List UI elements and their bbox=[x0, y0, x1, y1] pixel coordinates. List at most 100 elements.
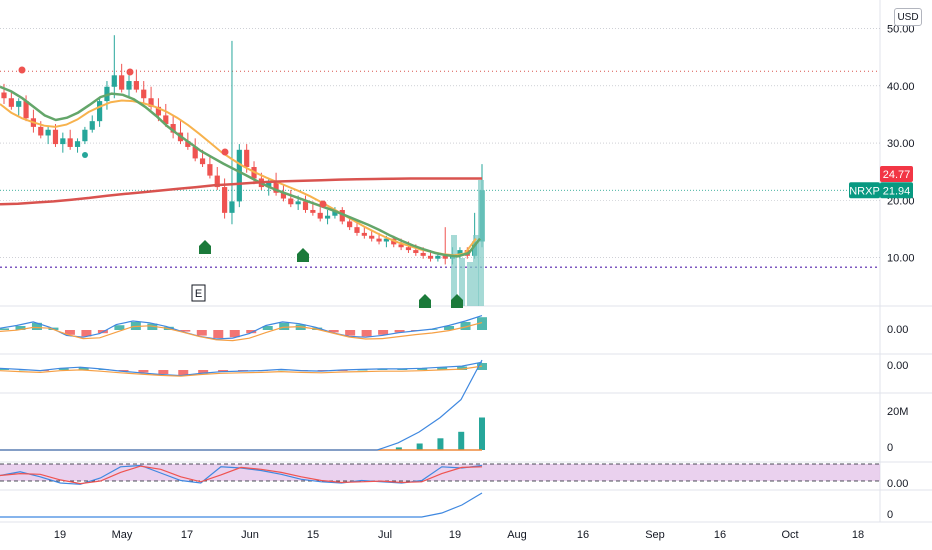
price-tick-label: 20.00 bbox=[887, 195, 915, 207]
pane-tick-label: 20M bbox=[887, 406, 908, 418]
momentum-bar bbox=[198, 370, 209, 373]
momentum-line bbox=[0, 361, 483, 377]
earnings-marker-label: E bbox=[195, 288, 202, 300]
candle-body bbox=[369, 235, 375, 239]
candle-body bbox=[8, 98, 14, 107]
volume-overlay-bar bbox=[467, 262, 473, 306]
high-price-badge-label: 24.77 bbox=[883, 169, 911, 181]
symbol-badge-label: NRXP bbox=[849, 185, 880, 197]
candle-body bbox=[192, 146, 198, 159]
macd-histogram-bar bbox=[262, 326, 273, 330]
volume-bar bbox=[416, 443, 423, 450]
candle-body bbox=[207, 164, 213, 176]
sell-signal-pin bbox=[221, 148, 229, 156]
sell-signal-pin bbox=[319, 200, 327, 208]
last-price-badge-label: 21.94 bbox=[883, 185, 911, 197]
momentum-bar bbox=[357, 369, 368, 371]
volume-overlay-bar bbox=[459, 258, 465, 306]
signal-line bbox=[0, 322, 483, 342]
price-tick-label: 10.00 bbox=[887, 253, 915, 265]
candle-body bbox=[126, 81, 132, 90]
candle-body bbox=[133, 81, 139, 90]
time-tick-label: Jun bbox=[241, 529, 259, 541]
ma-mid-line bbox=[0, 85, 481, 258]
signal-dot bbox=[82, 152, 88, 158]
candle-body bbox=[266, 181, 272, 188]
candle-body bbox=[413, 250, 419, 253]
macd-histogram-bar bbox=[114, 325, 125, 330]
symbol-badge-bg bbox=[849, 182, 880, 199]
time-tick-label: 16 bbox=[577, 529, 589, 541]
candle-body bbox=[23, 101, 29, 119]
macd-histogram-bar bbox=[378, 330, 389, 335]
macd-histogram-bar bbox=[361, 330, 372, 337]
candle-body bbox=[376, 238, 382, 242]
momentum-bar bbox=[437, 367, 448, 370]
macd-histogram-bar bbox=[213, 330, 224, 338]
macd-histogram-bar bbox=[15, 326, 26, 330]
candle-body bbox=[52, 129, 59, 145]
macd-histogram-bar bbox=[444, 326, 455, 330]
time-tick-label: Aug bbox=[507, 529, 527, 541]
ma-slow-line bbox=[0, 177, 482, 206]
currency-badge[interactable]: USD bbox=[894, 8, 922, 26]
pane-tick-label: 0 bbox=[887, 442, 893, 454]
macd-line bbox=[0, 315, 483, 340]
macd-histogram-bar bbox=[345, 330, 356, 336]
candle-body bbox=[442, 255, 448, 259]
macd-histogram-bar bbox=[0, 328, 9, 330]
price-tick-label: 40.00 bbox=[887, 81, 915, 93]
pane-tick-label: 0 bbox=[887, 509, 893, 521]
volume-bar bbox=[437, 438, 444, 450]
macd-histogram-bar bbox=[64, 330, 75, 335]
candle-body bbox=[332, 209, 338, 216]
time-tick-label: Oct bbox=[781, 529, 798, 541]
candle-body bbox=[302, 201, 309, 210]
macd-histogram-bar bbox=[229, 330, 240, 338]
volume-overlay-bar bbox=[473, 235, 479, 306]
candle-body bbox=[405, 247, 412, 251]
volume-overlay-bar bbox=[478, 180, 484, 306]
momentum-bar bbox=[457, 366, 468, 370]
momentum-bar bbox=[417, 368, 428, 370]
momentum-bar bbox=[218, 370, 229, 372]
signal-markers: E bbox=[18, 66, 463, 308]
candle-body bbox=[155, 106, 162, 116]
moving-averages bbox=[0, 85, 482, 258]
candle-body bbox=[383, 238, 389, 242]
grid-lines bbox=[0, 0, 932, 523]
candle-body bbox=[82, 129, 88, 142]
candle-body bbox=[435, 255, 441, 259]
candle-body bbox=[244, 149, 250, 167]
ma-fast-line bbox=[0, 99, 477, 257]
candle-body bbox=[229, 201, 235, 213]
macd-histogram-bar bbox=[477, 317, 487, 330]
candle-body bbox=[398, 244, 404, 248]
candle-body bbox=[280, 192, 287, 199]
candle-body bbox=[339, 209, 345, 222]
pane-tick-label: 0.00 bbox=[887, 478, 908, 490]
buy-signal-marker bbox=[199, 240, 211, 254]
price-axis[interactable]: 50.00 40.00 30.00 20.00 10.00 0.00 0.00 20M 0 0.0… bbox=[887, 23, 915, 521]
momentum-bar bbox=[58, 368, 69, 370]
candlestick-series bbox=[1, 35, 485, 306]
candle-body bbox=[310, 209, 316, 213]
candle-body bbox=[222, 187, 228, 213]
macd-histogram-bar bbox=[394, 330, 405, 333]
candle-body bbox=[273, 181, 279, 193]
time-axis[interactable]: 19 May 17 Jun 15 Jul 19 Aug 16 Sep 16 Oct 18 bbox=[54, 529, 864, 541]
macd-histogram-bar bbox=[180, 330, 191, 332]
volume-bar bbox=[479, 417, 485, 450]
candle-body bbox=[1, 92, 7, 99]
candle-body bbox=[141, 89, 147, 99]
candle-body bbox=[119, 75, 125, 90]
candle-body bbox=[214, 175, 220, 188]
time-tick-label: May bbox=[112, 529, 133, 541]
time-tick-label: 16 bbox=[714, 529, 726, 541]
high-price-badge-bg bbox=[880, 166, 913, 183]
volume-bar bbox=[395, 447, 402, 450]
candle-body bbox=[163, 115, 169, 125]
last-price-badge: NRXP 21.94 bbox=[849, 182, 913, 199]
